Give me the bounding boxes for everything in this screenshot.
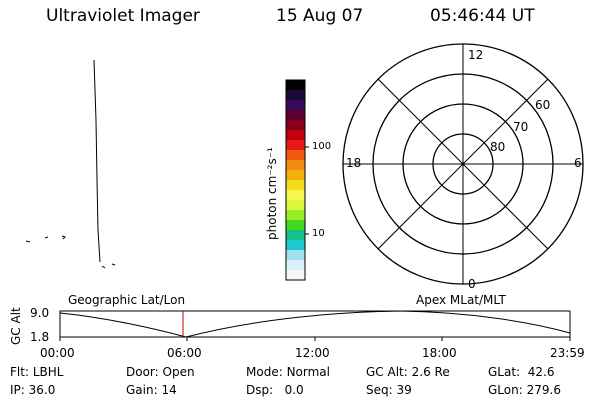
instrument-title: Ultraviolet Imager [46,6,200,26]
colorbar-segment [286,90,305,101]
status-flt: Flt: LBHL [10,366,63,378]
colorbar-label-100: 100 [312,141,332,152]
colorbar-segment [286,120,305,131]
altitude-frame [59,310,571,338]
colorbar-segment [286,210,305,221]
geo-panel-title: Geographic Lat/Lon [68,293,186,307]
header-date: 15 Aug 07 [276,6,364,26]
lat-label-80: 80 [490,140,506,154]
status-mode-value: Normal [286,365,330,379]
status-gain: Gain: 14 [126,384,177,396]
colorbar-segment [286,180,305,191]
status-seq: Seq: 39 [366,384,412,396]
lat-label-60: 60 [535,98,551,112]
status-door: Door: Open [126,366,195,378]
colorbar-segment [286,250,305,261]
status-ip-label: IP: [10,383,25,397]
time-tick-0600: 06:00 [167,346,202,360]
colorbar-segment [286,170,305,181]
colorbar-segment [286,110,305,121]
altitude-curve [59,310,571,338]
colorbar-segment [286,260,305,271]
time-tick-2359: 23:59 [550,346,585,360]
colorbar-segment [286,200,305,211]
status-gc-alt: GC Alt: 2.6 Re [366,366,450,378]
polar-diag-2 [377,78,549,250]
status-dsp-label: Dsp: [246,383,274,397]
colorbar-segment [286,190,305,201]
colorbar-segment [286,140,305,151]
status-door-value: Open [162,365,195,379]
lat-label-70: 70 [513,120,529,134]
time-tick-1800: 18:00 [422,346,457,360]
mlt-label-18: 18 [346,156,362,170]
status-flt-label: Flt: [10,365,29,379]
colorbar-segment [286,100,305,111]
status-glat-label: GLat: [488,365,521,379]
time-tick-1200: 12:00 [295,346,330,360]
header-time: 05:46:44 UT [430,6,535,26]
colorbar-segment [286,80,305,91]
status-glon-label: GLon: [488,383,523,397]
apex-panel-title: Apex MLat/MLT [416,293,506,307]
status-gc-alt-label: GC Alt: [366,365,408,379]
mlt-label-12: 12 [468,48,484,62]
colorbar-segment [286,150,305,161]
colorbar-label-10: 10 [312,228,325,239]
status-dsp: Dsp: 0.0 [246,384,304,396]
status-seq-label: Seq: [366,383,393,397]
status-ip: IP: 36.0 [10,384,55,396]
alt-tick-1-8: 1.8 [30,330,50,344]
status-glat: GLat: 42.6 [488,366,554,378]
status-glon-value: 279.6 [526,383,561,397]
status-flt-value: LBHL [32,365,64,379]
status-mode: Mode: Normal [246,366,330,378]
status-seq-value: 39 [396,383,412,397]
status-gain-value: 14 [161,383,177,397]
colorbar-segment [286,160,305,171]
status-dsp-value: 0.0 [284,383,304,397]
status-gc-alt-value: 2.6 Re [411,365,450,379]
colorbar-segment [286,240,305,251]
mlt-label-6: 6 [574,156,582,170]
alt-tick-9: 9.0 [30,306,50,320]
colorbar-segment [286,270,305,281]
time-tick-0000: 00:00 [40,346,75,360]
status-mode-label: Mode: [246,365,283,379]
status-glon: GLon: 279.6 [488,384,561,396]
status-gain-label: Gain: [126,383,158,397]
colorbar-segment [286,220,305,231]
colorbar-segment [286,230,305,241]
status-door-label: Door: [126,365,159,379]
status-glat-value: 42.6 [527,365,555,379]
status-ip-value: 36.0 [28,383,56,397]
colorbar-segment [286,130,305,141]
mlt-label-0: 0 [468,277,476,291]
